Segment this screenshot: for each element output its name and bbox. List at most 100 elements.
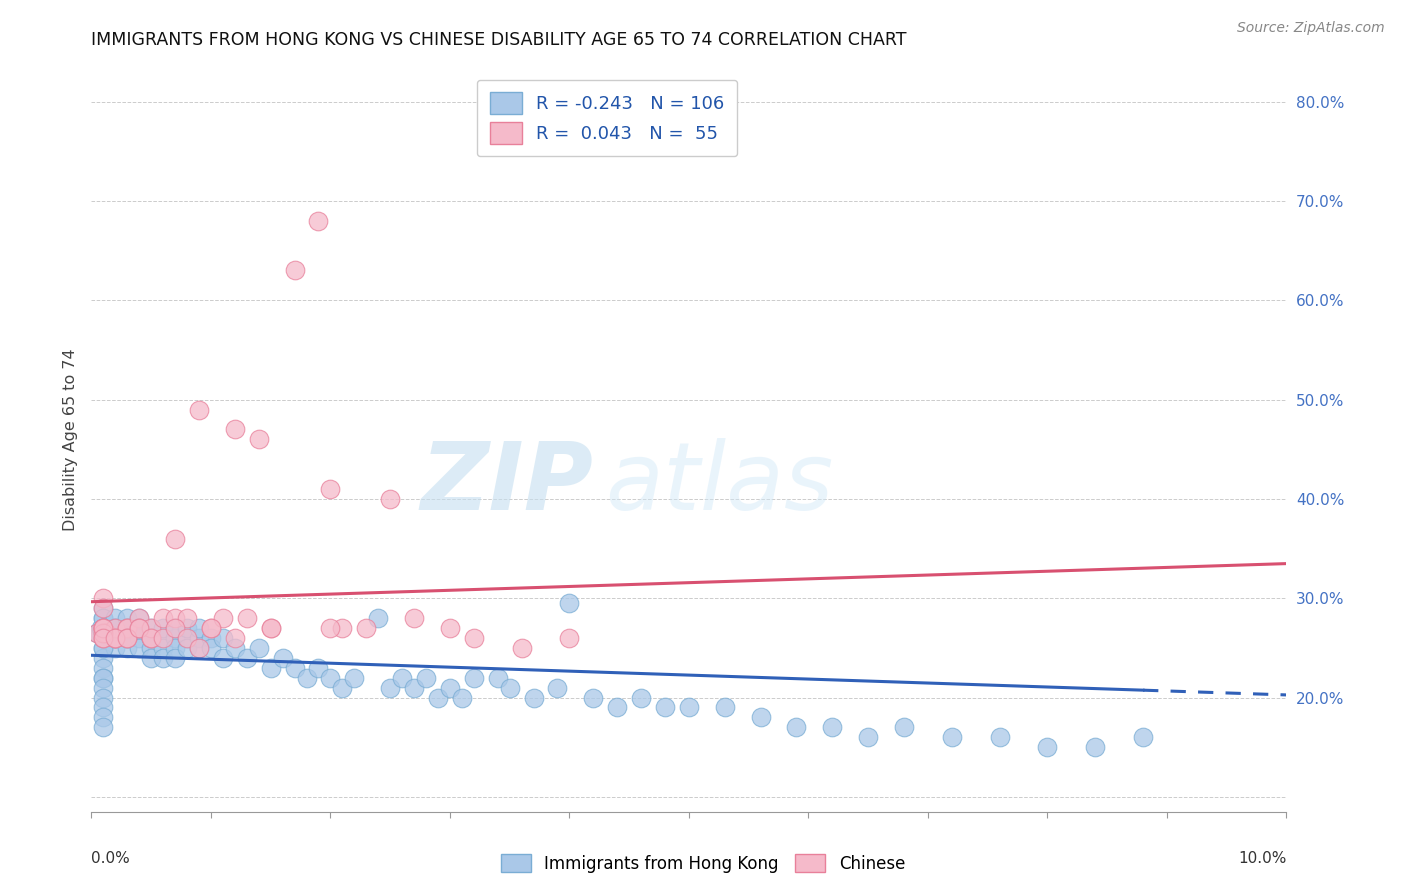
Point bbox=[200, 621, 222, 635]
Point bbox=[450, 690, 472, 705]
Point bbox=[93, 700, 115, 714]
Point bbox=[93, 661, 115, 675]
Point bbox=[235, 650, 259, 665]
Point bbox=[439, 621, 461, 635]
Point bbox=[128, 611, 150, 625]
Point bbox=[128, 611, 150, 625]
Point bbox=[93, 611, 115, 625]
Point bbox=[893, 720, 915, 734]
Point bbox=[163, 650, 186, 665]
Point bbox=[115, 631, 138, 645]
Point bbox=[247, 640, 270, 655]
Point bbox=[128, 621, 150, 635]
Point bbox=[224, 422, 246, 436]
Point bbox=[141, 631, 163, 645]
Point bbox=[93, 621, 115, 635]
Point bbox=[354, 621, 377, 635]
Point bbox=[141, 621, 163, 635]
Point bbox=[93, 626, 115, 640]
Point bbox=[188, 621, 211, 635]
Point bbox=[128, 621, 150, 635]
Point bbox=[104, 621, 127, 635]
Point bbox=[319, 671, 342, 685]
Point bbox=[319, 621, 342, 635]
Point bbox=[93, 671, 115, 685]
Point bbox=[93, 671, 115, 685]
Point bbox=[259, 621, 281, 635]
Point bbox=[188, 402, 211, 417]
Point bbox=[163, 532, 186, 546]
Point bbox=[93, 611, 115, 625]
Point bbox=[427, 690, 450, 705]
Point bbox=[152, 611, 174, 625]
Point bbox=[128, 631, 150, 645]
Point bbox=[499, 681, 522, 695]
Point bbox=[678, 700, 700, 714]
Point bbox=[93, 621, 115, 635]
Point bbox=[128, 621, 150, 635]
Point bbox=[200, 631, 222, 645]
Point bbox=[115, 631, 138, 645]
Point bbox=[104, 631, 127, 645]
Point bbox=[90, 621, 112, 635]
Point bbox=[94, 626, 117, 640]
Point bbox=[163, 640, 186, 655]
Point bbox=[128, 621, 150, 635]
Point bbox=[152, 621, 174, 635]
Point bbox=[284, 263, 307, 277]
Point bbox=[93, 626, 115, 640]
Point bbox=[141, 650, 163, 665]
Point bbox=[115, 640, 138, 655]
Point bbox=[115, 621, 138, 635]
Text: IMMIGRANTS FROM HONG KONG VS CHINESE DISABILITY AGE 65 TO 74 CORRELATION CHART: IMMIGRANTS FROM HONG KONG VS CHINESE DIS… bbox=[91, 30, 907, 49]
Point bbox=[93, 591, 115, 606]
Point bbox=[510, 640, 533, 655]
Point bbox=[343, 671, 366, 685]
Point bbox=[1132, 730, 1154, 744]
Point bbox=[93, 621, 115, 635]
Point bbox=[224, 631, 246, 645]
Point bbox=[295, 671, 318, 685]
Point bbox=[93, 621, 115, 635]
Point bbox=[404, 681, 426, 695]
Point bbox=[93, 690, 115, 705]
Point bbox=[163, 621, 186, 635]
Point bbox=[439, 681, 461, 695]
Point bbox=[404, 611, 426, 625]
Point bbox=[332, 681, 354, 695]
Point bbox=[163, 611, 186, 625]
Point bbox=[380, 491, 402, 506]
Point bbox=[211, 650, 233, 665]
Point bbox=[98, 631, 121, 645]
Point bbox=[307, 661, 329, 675]
Legend: R = -0.243   N = 106, R =  0.043   N =  55: R = -0.243 N = 106, R = 0.043 N = 55 bbox=[477, 79, 737, 156]
Point bbox=[93, 631, 115, 645]
Text: Source: ZipAtlas.com: Source: ZipAtlas.com bbox=[1237, 21, 1385, 35]
Point bbox=[463, 671, 485, 685]
Point bbox=[1084, 740, 1107, 755]
Point bbox=[176, 631, 198, 645]
Point bbox=[259, 621, 281, 635]
Point bbox=[104, 631, 127, 645]
Point bbox=[188, 631, 211, 645]
Point bbox=[93, 601, 115, 615]
Point bbox=[115, 621, 138, 635]
Point bbox=[115, 631, 138, 645]
Point bbox=[582, 690, 605, 705]
Point bbox=[104, 640, 127, 655]
Point bbox=[247, 433, 270, 447]
Point bbox=[104, 631, 127, 645]
Point bbox=[141, 631, 163, 645]
Point bbox=[93, 640, 115, 655]
Point bbox=[94, 626, 117, 640]
Point bbox=[141, 640, 163, 655]
Point bbox=[152, 640, 174, 655]
Point bbox=[115, 621, 138, 635]
Point bbox=[271, 650, 294, 665]
Point bbox=[235, 611, 259, 625]
Point bbox=[86, 626, 108, 640]
Point bbox=[332, 621, 354, 635]
Point bbox=[93, 681, 115, 695]
Point bbox=[152, 631, 174, 645]
Point bbox=[176, 631, 198, 645]
